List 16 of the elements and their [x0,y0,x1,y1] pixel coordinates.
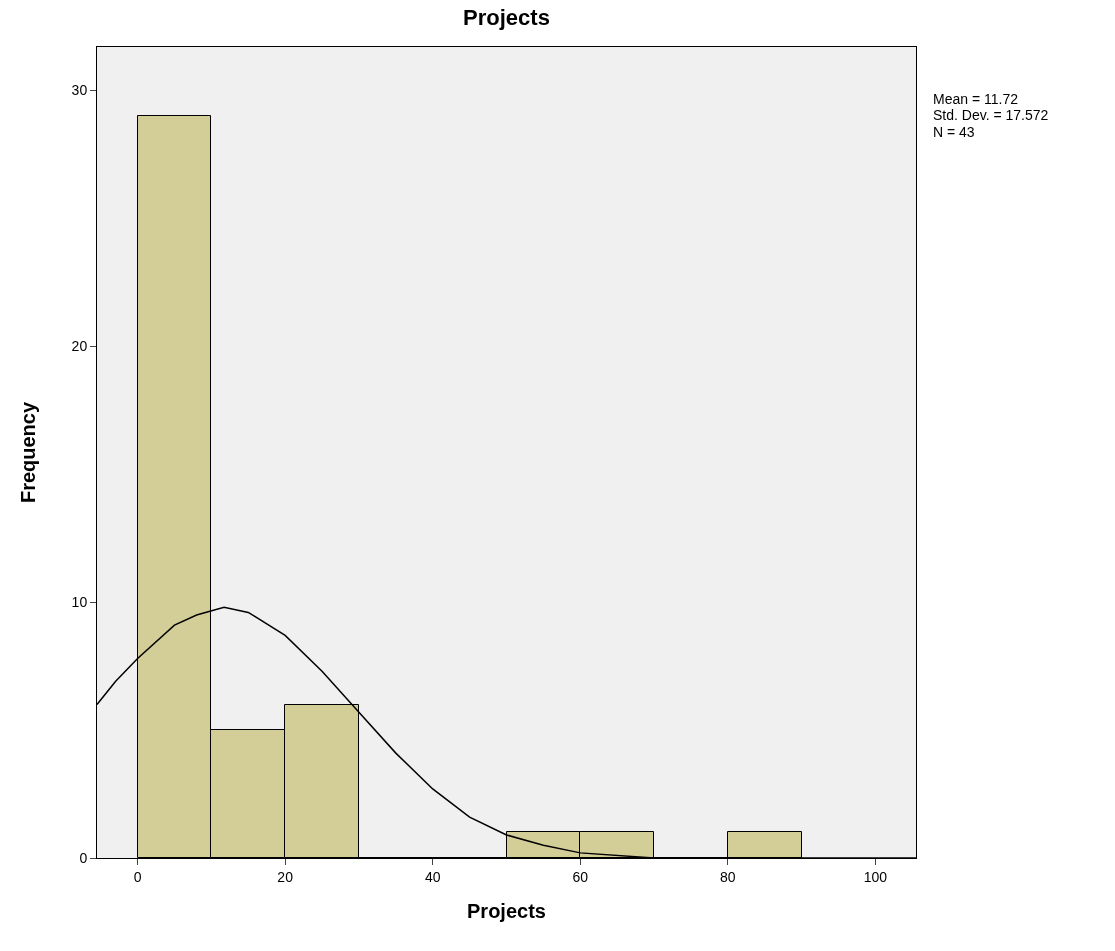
y-tick-label: 0 [79,849,88,866]
y-tick-label: 30 [71,82,88,99]
text: N = 43 [933,124,975,140]
x-tick-label: 60 [572,868,589,885]
x-tick-label: 40 [424,868,441,885]
chart-title: Projects [463,4,550,30]
x-tick-label: 20 [277,868,294,885]
x-axis-title: Projects [467,900,546,923]
x-tick-label: 0 [133,868,142,885]
y-axis-title: Frequency [17,401,40,504]
text: Std. Dev. = 17.572 [933,107,1049,123]
y-tick-label: 20 [71,338,88,355]
y-tick-label: 10 [71,594,88,611]
x-tick-label: 80 [720,868,736,885]
text: Mean = 11.72 [933,91,1019,107]
x-tick-label: 100 [863,868,888,885]
